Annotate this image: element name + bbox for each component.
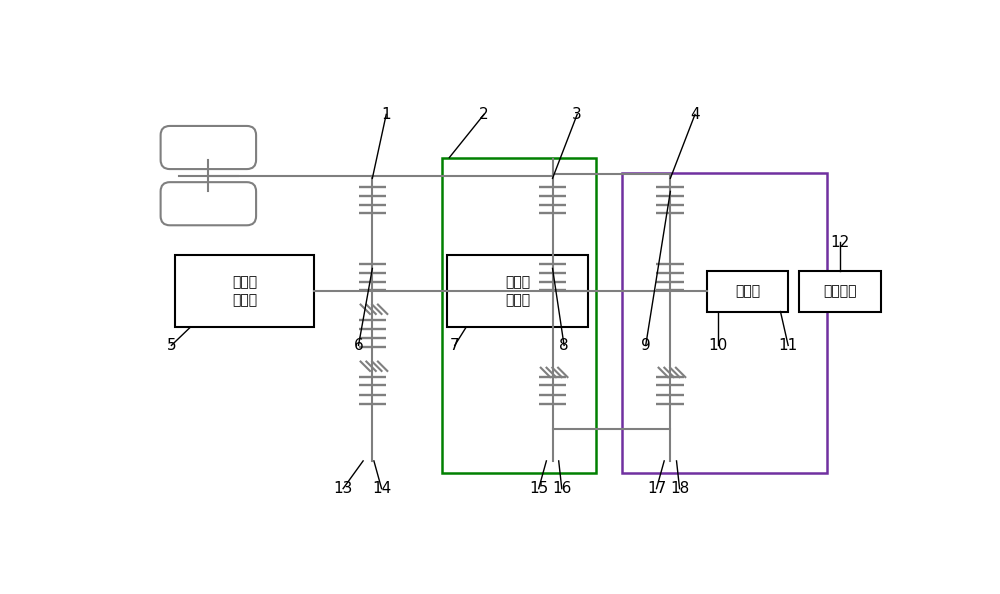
Text: 1: 1 [381, 107, 391, 122]
Text: 18: 18 [670, 481, 689, 496]
Text: 8: 8 [559, 338, 569, 353]
Text: 4: 4 [690, 107, 700, 122]
Text: 第一驱
动电机: 第一驱 动电机 [232, 275, 257, 307]
Bar [622, 173, 827, 473]
Text: 11: 11 [779, 338, 798, 353]
Text: 6: 6 [354, 338, 363, 353]
Bar [447, 255, 588, 327]
Text: 15: 15 [529, 481, 548, 496]
FancyBboxPatch shape [161, 182, 256, 225]
Bar [175, 255, 314, 327]
Text: 9: 9 [641, 338, 651, 353]
Text: 7: 7 [450, 338, 460, 353]
Text: 2: 2 [479, 107, 489, 122]
Text: 16: 16 [552, 481, 571, 496]
FancyBboxPatch shape [161, 126, 256, 169]
Text: 3: 3 [572, 107, 582, 122]
Text: 辅助电机: 辅助电机 [823, 284, 856, 298]
Bar [442, 157, 596, 473]
Text: 17: 17 [647, 481, 666, 496]
Text: 13: 13 [333, 481, 353, 496]
Bar [707, 271, 788, 311]
Text: 发动机: 发动机 [735, 284, 760, 298]
Bar [799, 271, 881, 311]
Text: 14: 14 [372, 481, 391, 496]
Text: 10: 10 [708, 338, 728, 353]
Text: 12: 12 [830, 235, 849, 249]
Text: 5: 5 [167, 338, 176, 353]
Text: 第二驱
动电机: 第二驱 动电机 [505, 275, 530, 307]
